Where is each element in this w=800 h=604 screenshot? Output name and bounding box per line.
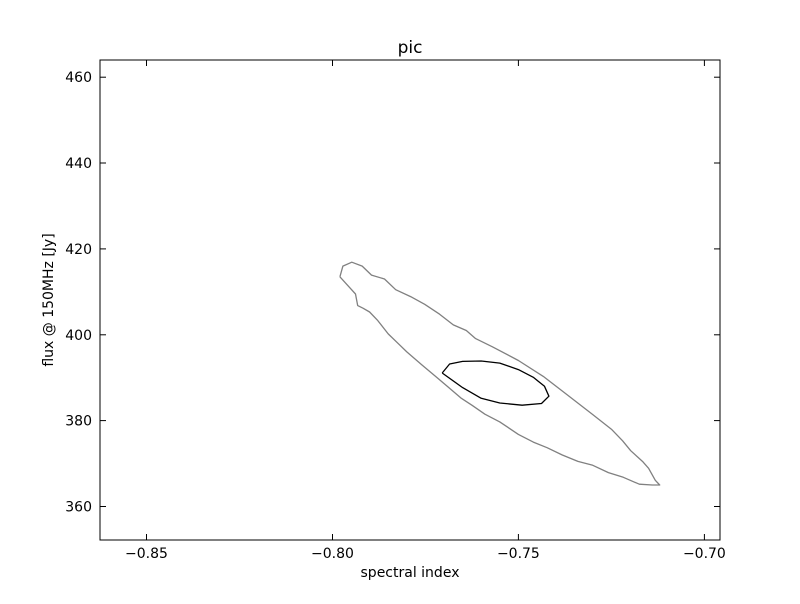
x-axis-label: spectral index [361,565,460,581]
x-tick-label: −0.85 [125,546,168,562]
plot-area [100,60,720,540]
y-tick-label: 440 [65,156,92,172]
y-tick-label: 400 [65,328,92,344]
plot-frame [99,59,721,541]
chart-title: pic [398,38,423,58]
contour-layer [339,261,661,486]
y-tick-label: 360 [65,500,92,516]
contour-line-1 [339,261,661,486]
y-axis-label: flux @ 150MHz [Jy] [41,233,57,366]
y-tick-label: 460 [65,70,92,86]
y-tick-label: 420 [65,242,92,258]
x-tick-label: −0.80 [311,546,354,562]
contour-line-2 [441,360,550,406]
x-tick-label: −0.70 [683,546,726,562]
x-tick-label: −0.75 [497,546,540,562]
axis-ticks: −0.85 −0.80 −0.75 −0.70 360 380 400 420 440 460 [65,60,726,562]
y-tick-label: 380 [65,414,92,430]
